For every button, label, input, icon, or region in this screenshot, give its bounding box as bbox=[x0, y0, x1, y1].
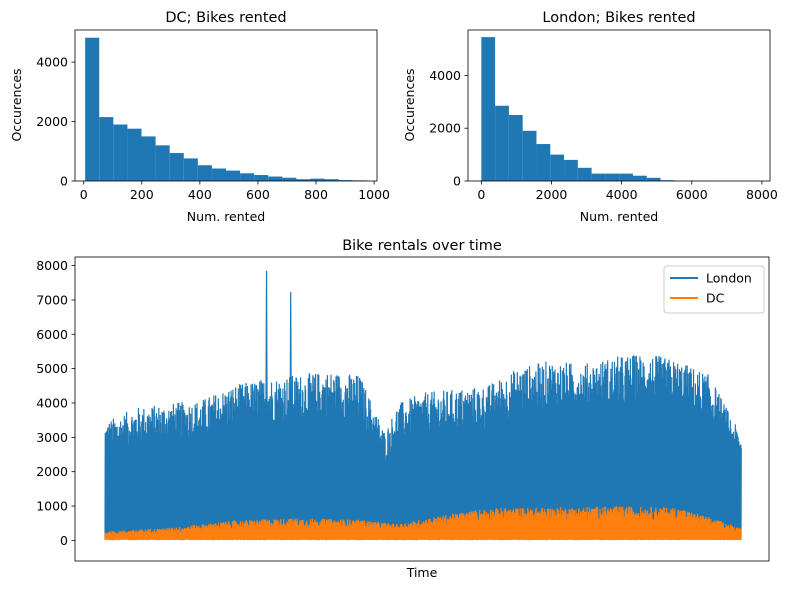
dc-bar bbox=[127, 128, 142, 181]
dc-bar bbox=[85, 37, 100, 181]
london-x-tick-label: 6000 bbox=[676, 187, 708, 202]
london-bar bbox=[495, 105, 509, 181]
dc-axes-frame bbox=[74, 29, 378, 182]
timeseries-y-tick-label: 1000 bbox=[36, 499, 68, 514]
dc-bar bbox=[338, 180, 353, 181]
london-x-tick-label: 0 bbox=[477, 187, 485, 202]
london-bar bbox=[481, 37, 496, 181]
london-x-tick-label: 2000 bbox=[536, 187, 568, 202]
dc-bar bbox=[296, 179, 311, 181]
london-x-tick-label: 8000 bbox=[746, 187, 778, 202]
dc-bar bbox=[324, 179, 339, 181]
dc-bar bbox=[240, 173, 255, 181]
dc-y-tick-label: 2000 bbox=[36, 114, 68, 129]
london-bar bbox=[591, 173, 606, 181]
timeseries-x-axis-label: Time bbox=[406, 565, 438, 580]
timeseries-axes-frame bbox=[74, 256, 770, 562]
timeseries-y-tick-label: 2000 bbox=[36, 464, 68, 479]
dc-x-ticks: 0 200 400 600 800 1000 bbox=[80, 181, 390, 202]
timeseries-y-tick-label: 4000 bbox=[36, 395, 68, 410]
dc-y-tick-label: 0 bbox=[60, 174, 68, 189]
london-bars bbox=[481, 37, 758, 181]
dc-series-line bbox=[104, 506, 742, 541]
london-bar bbox=[632, 175, 647, 181]
dc-x-tick-label: 400 bbox=[188, 187, 212, 202]
dc-bar bbox=[282, 177, 297, 181]
london-chart-title: London; Bikes rented bbox=[542, 10, 695, 26]
dc-x-tick-label: 200 bbox=[130, 187, 154, 202]
london-bar bbox=[577, 167, 592, 181]
dc-bar bbox=[254, 175, 269, 181]
dc-bar bbox=[226, 170, 241, 181]
dc-bar bbox=[155, 145, 170, 181]
dc-bar bbox=[211, 168, 226, 181]
dc-y-ticks: 0 2000 4000 bbox=[36, 55, 75, 189]
timeseries-chart-title: Bike rentals over time bbox=[342, 238, 502, 254]
dc-x-tick-label: 600 bbox=[246, 187, 270, 202]
timeseries-y-tick-label: 5000 bbox=[36, 361, 68, 376]
london-bar bbox=[550, 154, 565, 181]
london-y-tick-label: 4000 bbox=[429, 68, 461, 83]
london-bar bbox=[564, 159, 578, 181]
dc-x-tick-label: 0 bbox=[80, 187, 88, 202]
dc-bar bbox=[169, 153, 184, 181]
dc-x-tick-label: 1000 bbox=[358, 187, 390, 202]
london-y-ticks: 0 2000 4000 bbox=[429, 68, 468, 189]
dc-bar bbox=[310, 178, 325, 181]
london-x-tick-label: 4000 bbox=[606, 187, 638, 202]
timeseries-y-tick-label: 8000 bbox=[36, 258, 68, 273]
timeseries-y-ticks: 0 1000 2000 3000 4000 5000 6000 7000 8000 bbox=[36, 258, 75, 548]
london-y-tick-label: 0 bbox=[453, 174, 461, 189]
legend-dc-label: DC bbox=[706, 291, 725, 306]
dc-x-tick-label: 800 bbox=[304, 187, 328, 202]
london-axes-frame bbox=[467, 29, 771, 182]
london-bar bbox=[522, 130, 537, 181]
london-bar bbox=[536, 144, 551, 181]
legend: London DC bbox=[663, 265, 765, 314]
london-bar bbox=[646, 177, 661, 181]
london-bar bbox=[605, 173, 620, 181]
dc-bar bbox=[141, 136, 156, 181]
dc-bar bbox=[183, 158, 198, 181]
dc-x-axis-label: Num. rented bbox=[187, 209, 265, 224]
london-histogram-axes: 0 2000 4000 6000 8000 0 2000 4000 London; Bike… bbox=[402, 10, 778, 224]
london-x-ticks: 0 2000 4000 6000 8000 bbox=[477, 181, 778, 202]
timeseries-y-tick-label: 6000 bbox=[36, 327, 68, 342]
london-bar bbox=[619, 173, 633, 181]
dc-bar bbox=[197, 165, 212, 181]
timeseries-y-tick-label: 0 bbox=[60, 533, 68, 548]
legend-london-label: London bbox=[706, 271, 752, 286]
dc-bar bbox=[99, 117, 114, 181]
dc-histogram-axes: 0 200 400 600 800 1000 0 2000 4000 DC; Bikes re… bbox=[9, 10, 390, 224]
timeseries-y-tick-label: 3000 bbox=[36, 430, 68, 445]
london-y-axis-label: Occurences bbox=[402, 68, 417, 141]
timeseries-axes: 0 1000 2000 3000 4000 5000 6000 7000 8000 Bike r… bbox=[36, 238, 770, 580]
dc-y-tick-label: 4000 bbox=[36, 55, 68, 70]
dc-bar bbox=[113, 124, 128, 181]
london-x-axis-label: Num. rented bbox=[580, 209, 658, 224]
timeseries-y-tick-label: 7000 bbox=[36, 292, 68, 307]
dc-bar bbox=[268, 176, 283, 181]
dc-y-axis-label: Occurences bbox=[9, 68, 24, 141]
london-series-line bbox=[104, 270, 742, 540]
dc-chart-title: DC; Bikes rented bbox=[165, 10, 286, 26]
london-y-tick-label: 2000 bbox=[429, 121, 461, 136]
london-bar bbox=[508, 115, 523, 181]
